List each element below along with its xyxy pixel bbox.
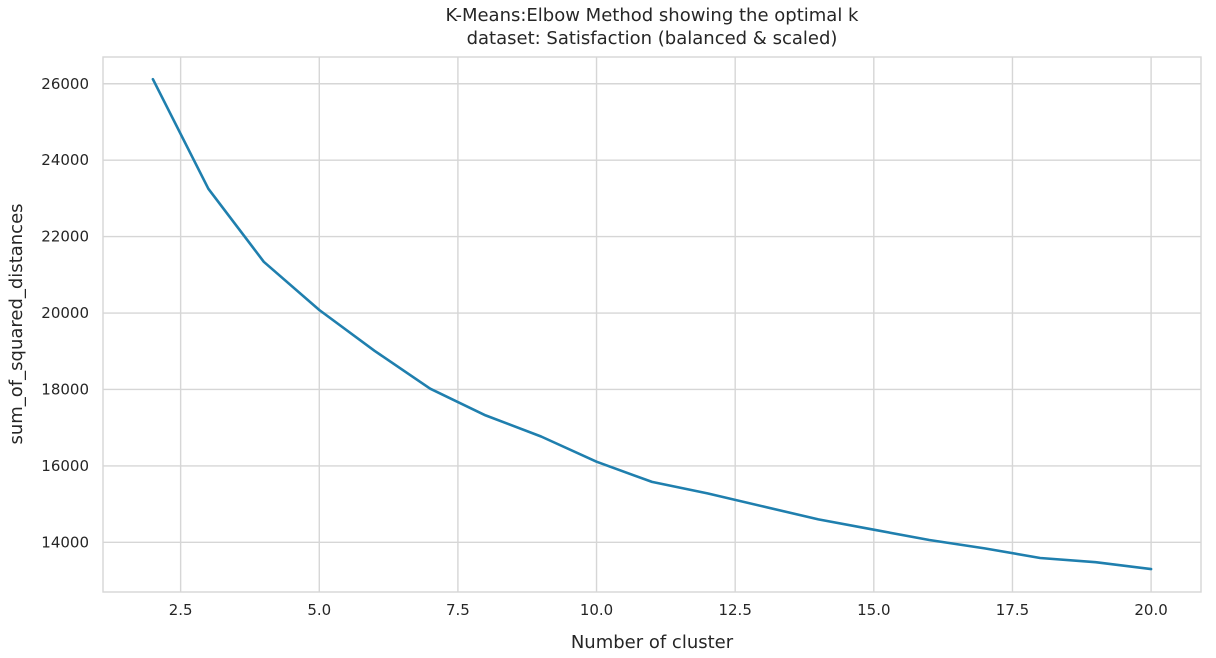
x-tick-label: 7.5 xyxy=(446,601,470,619)
x-tick-label: 12.5 xyxy=(718,601,751,619)
y-axis-label: sum_of_squared_distances xyxy=(6,203,27,444)
x-tick-label: 17.5 xyxy=(996,601,1029,619)
x-tick-label: 2.5 xyxy=(169,601,193,619)
series-layer xyxy=(151,77,1153,571)
y-tick-label: 14000 xyxy=(41,533,89,551)
y-tick-label: 16000 xyxy=(41,457,89,475)
x-tick-label: 15.0 xyxy=(857,601,890,619)
tick-labels: 2.5 5.0 7.5 10.0 12.5 15.0 17.5 20.0 14000 16000 1… xyxy=(41,75,1168,619)
y-tick-label: 22000 xyxy=(41,228,89,246)
plot-frame xyxy=(102,56,1202,593)
y-tick-label: 18000 xyxy=(41,380,89,398)
series-line xyxy=(151,77,1153,571)
chart-title: K-Means:Elbow Method showing the optimal… xyxy=(446,5,860,26)
y-tick-label: 26000 xyxy=(41,75,89,93)
y-tick-label: 20000 xyxy=(41,304,89,322)
x-tick-label: 20.0 xyxy=(1134,601,1167,619)
x-tick-label: 10.0 xyxy=(580,601,613,619)
grid xyxy=(103,57,1201,592)
x-axis-label: Number of cluster xyxy=(571,632,734,653)
chart-subtitle: dataset: Satisfaction (balanced & scaled… xyxy=(467,28,838,49)
x-tick-label: 5.0 xyxy=(307,601,331,619)
y-tick-label: 24000 xyxy=(41,151,89,169)
